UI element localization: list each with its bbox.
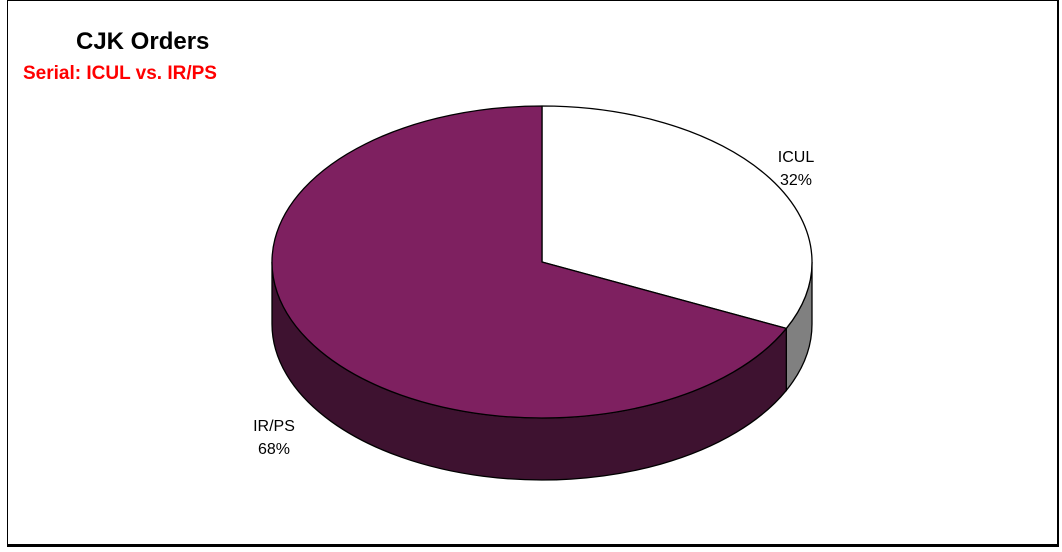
slice-label-percent-irps: 68% xyxy=(258,441,290,458)
slice-label-name-icul: ICUL xyxy=(778,149,815,166)
chart-title: CJK Orders xyxy=(76,28,210,55)
slice-label-name-irps: IR/PS xyxy=(253,418,295,435)
pie-labels: ICUL 32% IR/PS 68% xyxy=(253,149,814,458)
chart-subtitle: Serial: ICUL vs. IR/PS xyxy=(23,63,217,84)
pie-tops xyxy=(271,105,813,419)
pie-slice-irps xyxy=(271,105,787,419)
pie-slice-icul xyxy=(541,105,813,330)
slice-label-percent-icul: 32% xyxy=(780,172,812,189)
